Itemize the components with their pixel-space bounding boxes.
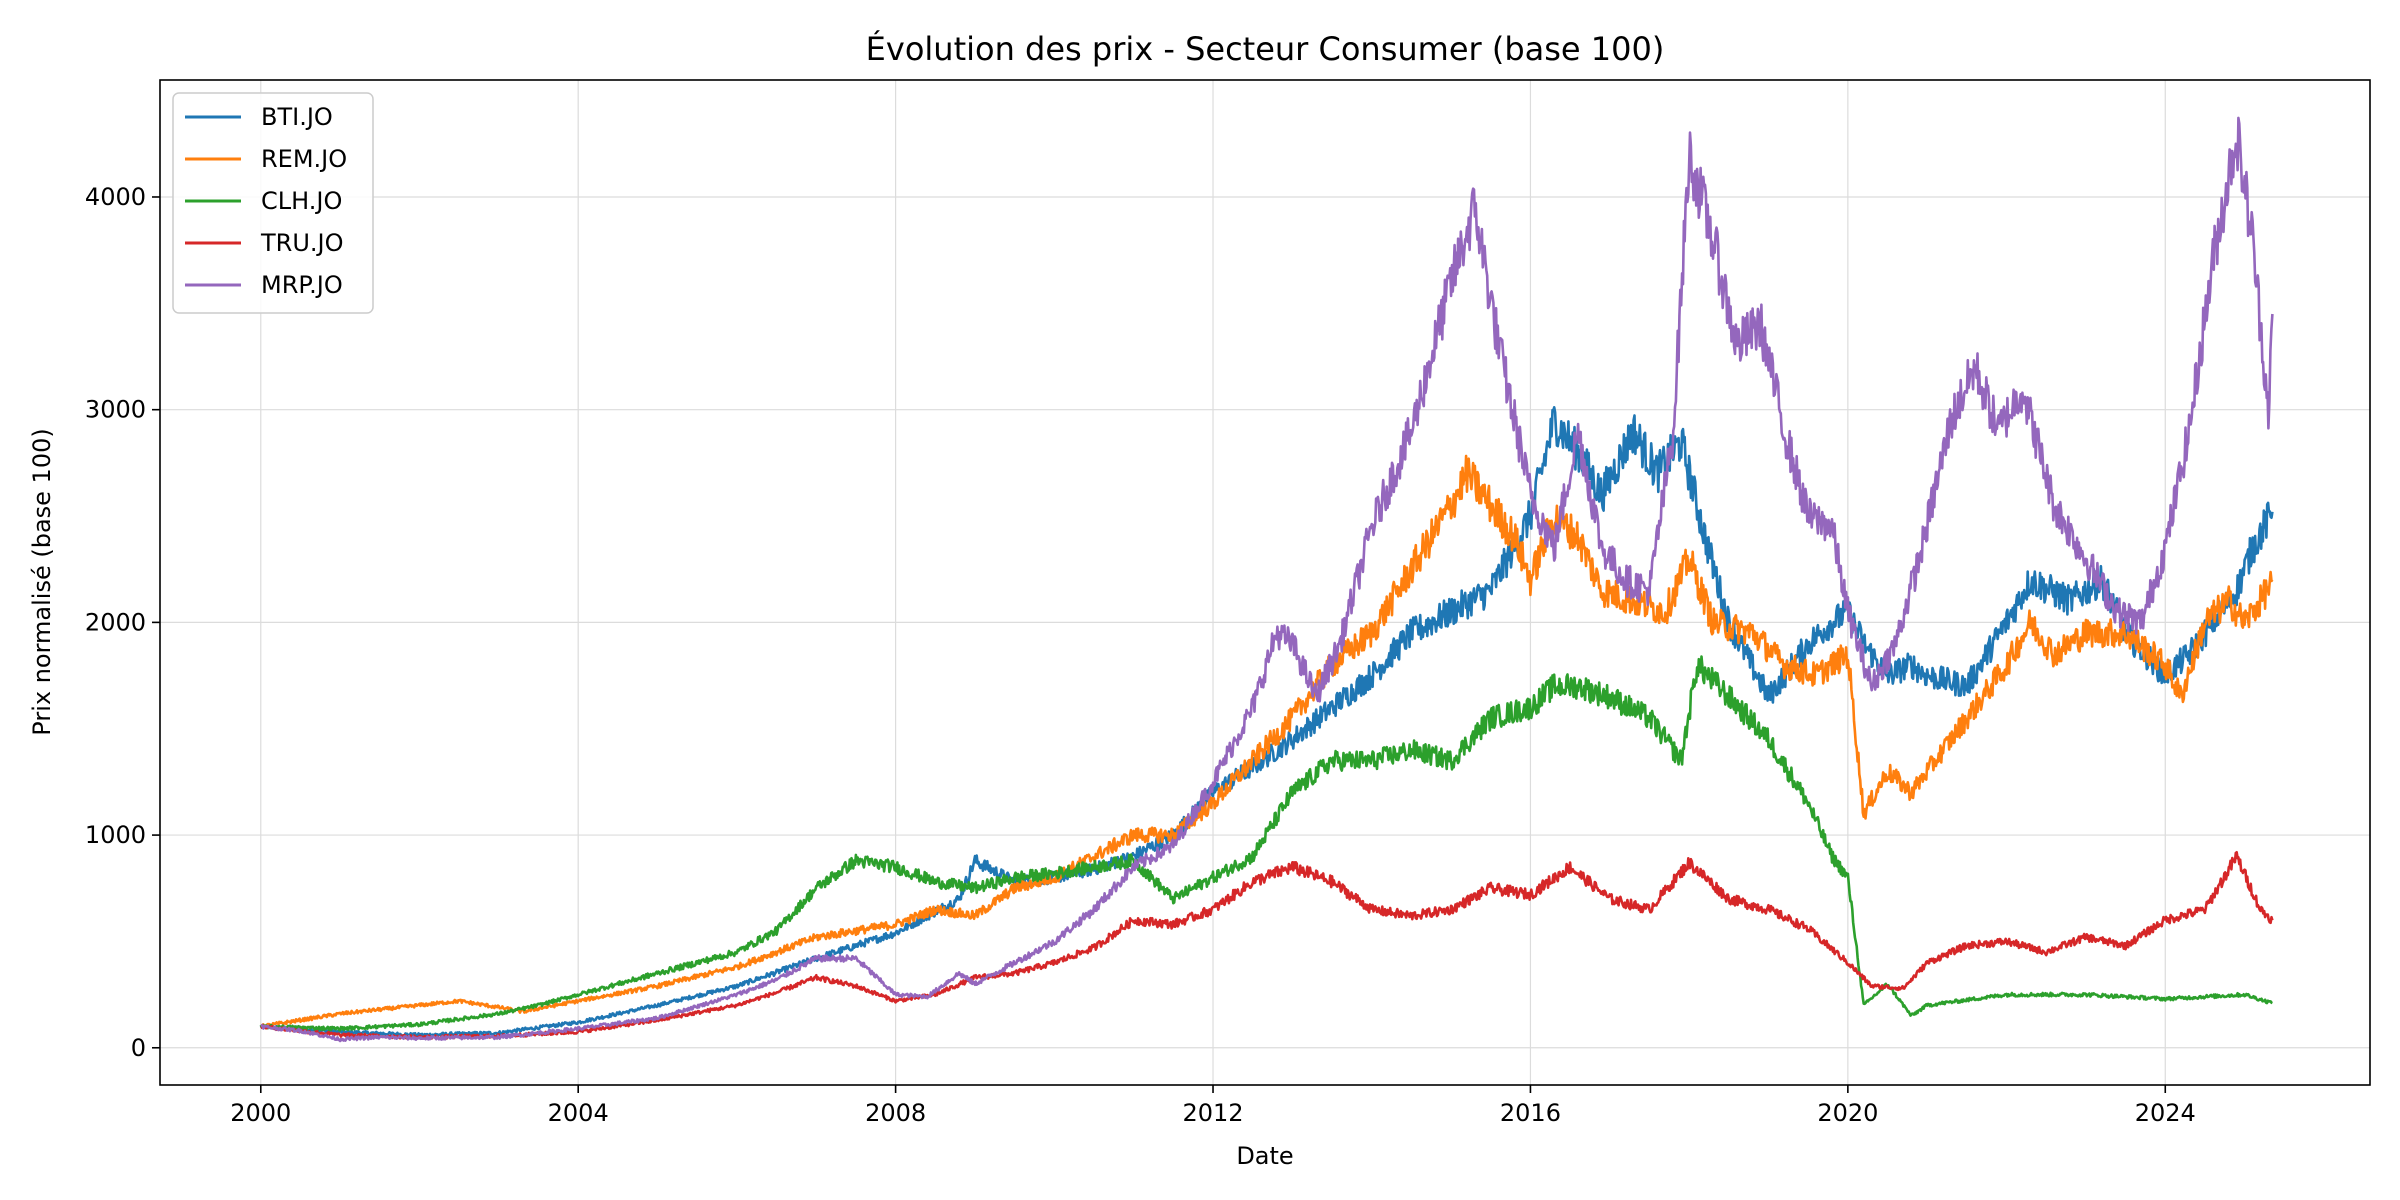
x-tick-label: 2016 <box>1500 1099 1561 1127</box>
chart-title: Évolution des prix - Secteur Consumer (b… <box>866 30 1665 68</box>
x-axis-title: Date <box>1236 1142 1293 1170</box>
x-axis-ticks: 2000 2004 2008 2012 2016 2020 2024 <box>230 1085 2196 1127</box>
x-tick-label: 2000 <box>230 1099 291 1127</box>
y-tick-label: 2000 <box>85 608 146 636</box>
series-line-bti-jo <box>259 406 2274 1038</box>
series-line-clh-jo <box>259 655 2273 1032</box>
x-tick-label: 2020 <box>1817 1099 1878 1127</box>
series-lines <box>259 116 2274 1043</box>
x-tick-label: 2008 <box>865 1099 926 1127</box>
legend: BTI.JO REM.JO CLH.JO TRU.JO MRP.JO <box>172 92 374 314</box>
y-tick-label: 4000 <box>85 183 146 211</box>
y-axis-title: Prix normalisé (base 100) <box>28 428 56 735</box>
x-tick-label: 2024 <box>2135 1099 2196 1127</box>
legend-label: CLH.JO <box>261 187 342 215</box>
x-tick-label: 2012 <box>1182 1099 1243 1127</box>
x-tick-label: 2004 <box>548 1099 609 1127</box>
series-line-mrp-jo <box>260 116 2274 1043</box>
legend-label: TRU.JO <box>260 229 344 257</box>
y-tick-label: 0 <box>131 1034 146 1062</box>
legend-label: BTI.JO <box>261 103 333 131</box>
series-line-tru-jo <box>260 851 2274 1040</box>
y-tick-label: 1000 <box>85 821 146 849</box>
y-tick-label: 3000 <box>85 396 146 424</box>
y-axis-ticks: 0 1000 2000 3000 4000 <box>85 183 160 1062</box>
plot-frame <box>159 79 2371 1086</box>
legend-label: MRP.JO <box>261 271 343 299</box>
legend-label: REM.JO <box>261 145 347 173</box>
series-line-rem-jo <box>259 454 2274 1029</box>
legend-box <box>172 92 374 314</box>
